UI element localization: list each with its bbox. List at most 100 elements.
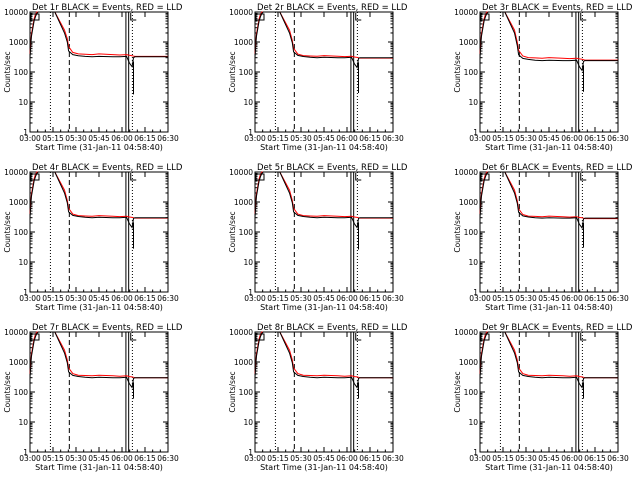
y-tick-label: 1000	[9, 198, 28, 207]
y-tick-label: 1	[23, 128, 28, 137]
y-tick-label: 10000	[454, 8, 478, 17]
x-tick-label: 06:30	[382, 134, 404, 143]
x-tick-label: 05:30	[515, 294, 537, 303]
x-tick-label: 03:00	[469, 134, 491, 143]
x-tick-label: 06:15	[359, 294, 381, 303]
y-tick-label: 1	[248, 128, 253, 137]
x-tick-label: 05:45	[88, 134, 110, 143]
x-tick-label: 03:00	[244, 294, 266, 303]
lld-series-line	[254, 171, 393, 219]
detector-panel: Det 2r BLACK = Events, RED = LLD 1 10 100 10…	[228, 3, 408, 152]
y-tick-label: 1	[473, 288, 478, 297]
x-tick-label: 06:15	[584, 454, 606, 463]
y-tick-label: 100	[14, 228, 29, 237]
x-tick-label: 03:00	[244, 134, 266, 143]
x-tick-label: 03:00	[19, 134, 41, 143]
x-tick-label: 06:00	[111, 134, 133, 143]
x-tick-label: 05:15	[267, 294, 289, 303]
y-tick-label: 10	[468, 418, 478, 427]
y-tick-label: 10	[18, 418, 28, 427]
x-tick-label: 05:15	[267, 134, 289, 143]
corner-bracket	[580, 333, 587, 341]
x-tick-label: 06:00	[561, 294, 583, 303]
y-tick-label: 100	[464, 228, 479, 237]
x-tick-label: 03:00	[19, 294, 41, 303]
y-axis-label: Counts/sec	[228, 211, 237, 252]
y-tick-label: 1	[248, 448, 253, 457]
saturation-box	[255, 333, 265, 341]
y-tick-label: 100	[239, 388, 254, 397]
panel-title: Det 5r BLACK = Events, RED = LLD	[257, 163, 408, 173]
x-tick-label: 06:15	[134, 134, 156, 143]
x-tick-label: 06:00	[111, 454, 133, 463]
x-axis-label: Start Time (31-Jan-11 04:58:40)	[485, 143, 613, 152]
corner-bracket	[355, 173, 362, 181]
y-tick-label: 10	[18, 98, 28, 107]
panel-title: Det 2r BLACK = Events, RED = LLD	[257, 3, 408, 13]
corner-bracket	[355, 13, 362, 21]
y-tick-label: 100	[239, 228, 254, 237]
y-tick-label: 10000	[454, 328, 478, 337]
x-tick-label: 03:00	[244, 454, 266, 463]
lld-series-line	[479, 11, 618, 61]
saturation-box	[255, 13, 265, 21]
lld-series-line	[29, 331, 168, 379]
x-tick-label: 05:30	[515, 134, 537, 143]
y-tick-label: 1000	[459, 38, 478, 47]
y-tick-label: 1	[248, 288, 253, 297]
y-tick-label: 1000	[234, 198, 253, 207]
x-axis-label: Start Time (31-Jan-11 04:58:40)	[260, 463, 388, 472]
y-axis-label: Counts/sec	[3, 211, 12, 252]
saturation-box	[30, 13, 40, 21]
y-tick-label: 1000	[234, 38, 253, 47]
panel-title: Det 7r BLACK = Events, RED = LLD	[32, 323, 183, 333]
x-tick-label: 06:30	[607, 134, 629, 143]
detector-panel: Det 3r BLACK = Events, RED = LLD 1 10 100 10…	[453, 3, 633, 152]
x-tick-label: 03:00	[469, 294, 491, 303]
lld-series-line	[29, 11, 168, 57]
y-tick-label: 10000	[229, 328, 253, 337]
y-tick-label: 100	[14, 68, 29, 77]
x-tick-label: 06:15	[134, 454, 156, 463]
y-tick-label: 10	[18, 258, 28, 267]
corner-bracket	[130, 13, 137, 21]
y-tick-label: 100	[239, 68, 254, 77]
x-tick-label: 06:15	[584, 294, 606, 303]
panel-title: Det 8r BLACK = Events, RED = LLD	[257, 323, 408, 333]
y-tick-label: 1	[23, 288, 28, 297]
y-tick-label: 100	[464, 68, 479, 77]
x-tick-label: 05:45	[313, 454, 335, 463]
corner-bracket	[130, 333, 137, 341]
saturation-box	[480, 333, 490, 341]
x-tick-label: 05:45	[313, 134, 335, 143]
x-axis-label: Start Time (31-Jan-11 04:58:40)	[35, 303, 163, 312]
x-tick-label: 03:00	[469, 454, 491, 463]
y-tick-label: 10000	[229, 8, 253, 17]
saturation-box	[480, 173, 490, 181]
corner-bracket	[355, 333, 362, 341]
y-tick-label: 1	[473, 448, 478, 457]
x-tick-label: 05:15	[42, 134, 64, 143]
x-tick-label: 06:00	[336, 294, 358, 303]
x-tick-label: 03:00	[19, 454, 41, 463]
y-tick-label: 10	[243, 258, 253, 267]
corner-bracket	[580, 13, 587, 21]
y-tick-label: 10	[243, 98, 253, 107]
y-tick-label: 10	[243, 418, 253, 427]
detector-panel: Det 4r BLACK = Events, RED = LLD 1 10 100 10…	[3, 163, 183, 312]
x-tick-label: 05:45	[313, 294, 335, 303]
x-axis-label: Start Time (31-Jan-11 04:58:40)	[485, 303, 613, 312]
y-tick-label: 1	[473, 128, 478, 137]
x-tick-label: 06:15	[584, 134, 606, 143]
x-tick-label: 05:30	[290, 134, 312, 143]
y-tick-label: 1000	[459, 358, 478, 367]
detector-panel: Det 7r BLACK = Events, RED = LLD 1 10 100 10…	[3, 323, 183, 472]
x-tick-label: 06:15	[359, 454, 381, 463]
saturation-box	[480, 13, 490, 21]
events-series-line	[479, 11, 618, 72]
y-tick-label: 100	[14, 388, 29, 397]
y-axis-label: Counts/sec	[3, 371, 12, 412]
y-tick-label: 1000	[234, 358, 253, 367]
x-tick-label: 06:30	[382, 294, 404, 303]
x-tick-label: 05:15	[492, 454, 514, 463]
